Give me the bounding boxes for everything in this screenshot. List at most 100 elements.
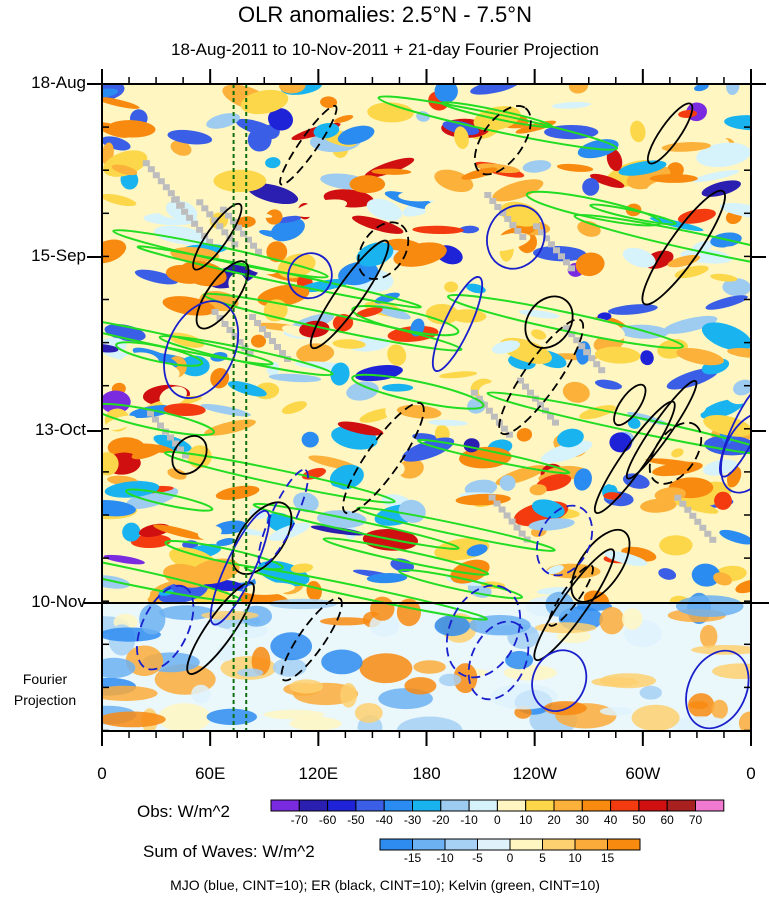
obs-anomaly-cell xyxy=(412,225,464,235)
missing-data-cell xyxy=(500,425,508,432)
wave-sum-cell xyxy=(216,643,235,662)
obs-anomaly-cell xyxy=(622,247,656,268)
mjo-contour xyxy=(535,504,594,577)
missing-data-cell xyxy=(489,198,497,204)
er-contour xyxy=(280,597,343,682)
waves-colorbar-box xyxy=(379,838,413,851)
obs-anomaly-cell xyxy=(701,180,741,197)
obs-anomaly-cell xyxy=(727,348,751,359)
wave-sum-cell xyxy=(413,660,446,674)
er-contour xyxy=(533,548,615,662)
er-contour xyxy=(357,221,410,280)
obs-anomaly-cell xyxy=(125,487,179,510)
kelvin-contour xyxy=(243,566,489,621)
mjo-contour xyxy=(287,252,333,300)
missing-data-cell xyxy=(527,389,534,396)
obs-anomaly-cell xyxy=(594,379,623,390)
missing-data-cell xyxy=(147,166,155,173)
obs-anomaly-cell xyxy=(582,178,600,196)
missing-data-cell xyxy=(563,325,571,332)
waves-colorbar-tick: 10 xyxy=(568,851,582,865)
kelvin-contour xyxy=(163,450,396,504)
waves-colorbar-tick: 15 xyxy=(600,851,615,865)
obs-anomaly-cell xyxy=(103,150,148,177)
obs-anomaly-cell xyxy=(310,525,366,536)
missing-data-cell xyxy=(279,350,286,356)
kelvin-contour xyxy=(252,502,460,550)
obs-colorbar-box xyxy=(270,799,300,812)
obs-anomaly-cell xyxy=(385,400,408,422)
obs-anomaly-cell xyxy=(671,448,684,458)
obs-anomaly-cell xyxy=(294,199,348,218)
mjo-contour xyxy=(209,509,271,626)
kelvin-contour xyxy=(440,101,553,129)
obs-anomaly-cell xyxy=(594,346,641,364)
wave-sum-cell xyxy=(289,716,342,731)
er-contour xyxy=(231,501,293,575)
wave-sum-cell xyxy=(599,707,633,716)
er-contour xyxy=(548,564,594,627)
obs-anomaly-cell xyxy=(516,428,533,442)
er-contour xyxy=(641,189,726,306)
obs-anomaly-cell xyxy=(135,443,174,453)
missing-data-cell xyxy=(157,422,164,429)
wave-sum-cell xyxy=(354,703,383,723)
obs-anomaly-cell xyxy=(312,481,360,500)
obs-anomaly-cell xyxy=(717,508,747,522)
obs-anomaly-cell xyxy=(540,440,593,464)
obs-anomaly-cell xyxy=(102,390,131,414)
wave-sum-cell xyxy=(369,613,400,637)
x-tick-label: 60W xyxy=(625,764,661,783)
obs-anomaly-cell xyxy=(296,343,335,364)
mjo-contour xyxy=(685,649,750,730)
obs-anomaly-cell xyxy=(259,229,281,238)
obs-anomaly-cell xyxy=(102,96,140,109)
obs-colorbar-tick: 20 xyxy=(547,813,561,827)
missing-data-cell xyxy=(704,530,712,537)
obs-colorbar-tick: -20 xyxy=(432,813,450,827)
waves-colorbar-box xyxy=(542,838,576,851)
obs-anomaly-cell xyxy=(454,126,469,149)
obs-anomaly-cell xyxy=(694,84,709,92)
missing-data-cell xyxy=(172,196,180,203)
fourier-projection-label: Fourier Projection xyxy=(0,669,90,711)
obs-colorbar-tick: -70 xyxy=(290,813,308,827)
chart-title: OLR anomalies: 2.5°N - 7.5°N xyxy=(238,2,532,27)
obs-anomaly-cell xyxy=(710,273,738,282)
er-contour xyxy=(171,435,208,475)
missing-data-cell xyxy=(518,530,526,537)
obs-anomaly-cell xyxy=(449,309,487,323)
missing-data-cell xyxy=(220,206,227,213)
obs-colorbar-tick: -60 xyxy=(318,813,337,827)
obs-colorbar-tick: 50 xyxy=(632,813,646,827)
missing-data-cell xyxy=(254,320,261,326)
missing-data-cell xyxy=(548,241,555,248)
er-contour xyxy=(186,581,255,675)
chart-subtitle: 18-Aug-2011 to 10-Nov-2011 + 21-day Four… xyxy=(171,40,599,59)
wave-sum-cell xyxy=(404,677,437,695)
obs-anomaly-cell xyxy=(293,492,319,513)
obs-anomaly-cell xyxy=(366,573,408,584)
obs-anomaly-cell xyxy=(627,417,641,429)
mjo-contour xyxy=(467,620,530,701)
missing-data-cell xyxy=(157,178,165,185)
missing-data-cell xyxy=(475,395,483,402)
obs-anomaly-cell xyxy=(704,435,751,456)
missing-data-cell xyxy=(259,326,266,332)
missing-data-cell xyxy=(186,214,194,221)
waves-colorbar-box xyxy=(412,838,446,851)
missing-data-cell xyxy=(269,338,276,344)
wave-sum-cell xyxy=(191,684,211,704)
obs-anomaly-cell xyxy=(393,242,447,267)
missing-data-cell xyxy=(494,204,502,210)
missing-data-cell xyxy=(201,232,209,239)
obs-anomaly-cell xyxy=(398,458,424,479)
obs-anomaly-cell xyxy=(551,101,591,109)
obs-anomaly-cell xyxy=(200,403,251,417)
obs-anomaly-cell xyxy=(109,514,156,526)
obs-anomaly-cell xyxy=(719,202,751,219)
obs-anomaly-cell xyxy=(103,554,145,565)
missing-data-cell xyxy=(221,321,229,327)
missing-data-cell xyxy=(598,367,606,374)
obs-anomaly-cell xyxy=(584,101,633,111)
